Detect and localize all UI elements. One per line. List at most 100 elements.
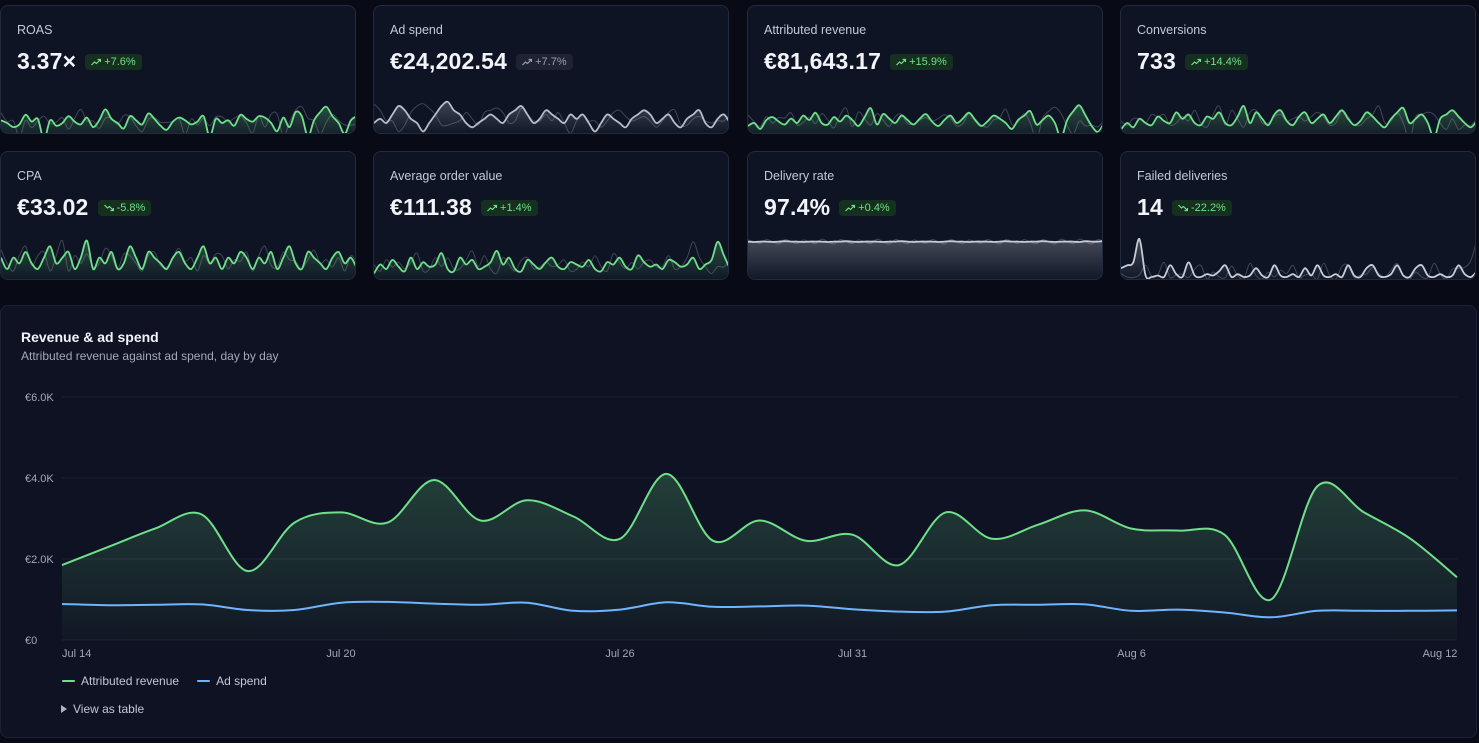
revenue-data-point — [617, 536, 623, 542]
revenue-data-point — [338, 509, 344, 515]
kpi-change-badge: +7.7% — [516, 53, 573, 70]
revenue-ad-spend-chart[interactable]: €0 €2.0K €4.0K €6.0K Jul 14 Jul 20 Jul 26 Jul 3… — [1, 306, 1478, 666]
ad-spend-data-point — [152, 602, 158, 608]
x-tick-label: Jul 26 — [605, 648, 634, 660]
sparkline-line — [374, 100, 728, 133]
revenue-data-point — [571, 513, 577, 519]
ad-spend-data-point — [1082, 601, 1088, 607]
y-tick-label: €0 — [25, 635, 37, 647]
kpi-sparkline — [374, 240, 728, 279]
kpi-value: 97.4% — [764, 194, 831, 220]
kpi-card-roas[interactable]: ROAS 3.37× +7.6% — [0, 5, 356, 134]
trend-up-icon — [1191, 58, 1201, 65]
y-tick-label: €4.0K — [25, 473, 54, 485]
kpi-label: ROAS — [17, 23, 53, 37]
revenue-data-point — [1036, 522, 1042, 528]
ad-spend-data-point — [106, 602, 112, 608]
ad-spend-data-point — [803, 603, 809, 609]
revenue-data-point — [431, 477, 437, 483]
kpi-value: 3.37× — [17, 48, 77, 74]
revenue-data-point — [664, 471, 670, 477]
kpi-card-conversions[interactable]: Conversions 733 +14.4% — [1120, 5, 1476, 134]
chart-legend: Attributed revenue Ad spend — [62, 674, 267, 688]
trend-up-icon — [845, 204, 856, 211]
ad-spend-data-point — [199, 601, 205, 607]
ad-spend-data-point — [1268, 614, 1274, 620]
legend-label-revenue: Attributed revenue — [81, 674, 180, 688]
legend-swatch-ad-spend — [197, 680, 211, 682]
sparkline-line — [748, 104, 1102, 133]
kpi-card-ad-spend[interactable]: Ad spend €24,202.54 +7.7% — [373, 5, 729, 134]
ad-spend-data-point — [385, 599, 391, 605]
revenue-data-point — [1268, 597, 1274, 603]
kpi-sparkline — [748, 104, 1102, 133]
kpi-change-value: +14.4% — [1203, 55, 1242, 68]
sparkline-previous-period — [1, 239, 355, 272]
ad-spend-data-point — [1315, 608, 1321, 614]
kpi-sparkline — [1, 239, 355, 279]
revenue-data-point — [385, 520, 391, 526]
legend-item-revenue[interactable]: Attributed revenue — [62, 674, 179, 688]
kpi-label: CPA — [17, 169, 42, 183]
view-as-table-toggle[interactable]: View as table — [61, 702, 144, 716]
sparkline-line — [1121, 238, 1475, 279]
sparkline-area — [374, 101, 728, 133]
x-tick-label: Jul 20 — [326, 648, 355, 660]
trend-down-icon — [1178, 204, 1188, 211]
kpi-card-cpa[interactable]: CPA €33.02 -5.8% — [0, 151, 356, 280]
legend-item-ad-spend[interactable]: Ad spend — [197, 674, 267, 688]
view-as-table-label: View as table — [73, 702, 145, 716]
sparkline-area — [748, 105, 1102, 133]
kpi-value: €33.02 — [17, 194, 89, 220]
revenue-data-point — [803, 538, 809, 544]
kpi-value-row: 14 -22.2% — [1137, 194, 1232, 221]
ad-spend-data-point — [943, 609, 949, 615]
kpi-label: Failed deliveries — [1137, 169, 1228, 183]
ad-spend-data-point — [1175, 607, 1181, 613]
ad-spend-data-point — [478, 602, 484, 608]
kpi-sparkline — [1121, 238, 1475, 279]
revenue-data-point — [943, 509, 949, 515]
kpi-card-delivery-rate[interactable]: Delivery rate 97.4% +0.4% — [747, 151, 1103, 280]
ad-spend-data-point — [524, 600, 530, 606]
revenue-data-point — [59, 562, 65, 568]
ad-spend-data-point — [664, 599, 670, 605]
series-line-attributed-revenue — [61, 472, 1458, 602]
kpi-card-average-order-value[interactable]: Average order value €111.38 +1.4% — [373, 151, 729, 280]
ad-spend-data-point — [617, 607, 623, 613]
sparkline-area — [748, 241, 1102, 279]
kpi-value: €81,643.17 — [764, 48, 882, 74]
revenue-data-point — [524, 497, 530, 503]
revenue-data-point — [1315, 483, 1321, 489]
kpi-sparkline — [1, 105, 355, 133]
sparkline-area — [374, 241, 728, 279]
kpi-value: €111.38 — [390, 194, 473, 220]
kpi-change-value: +0.4% — [858, 201, 890, 214]
kpi-card-attributed-revenue[interactable]: Attributed revenue €81,643.17 +15.9% — [747, 5, 1103, 134]
ad-spend-data-point — [431, 601, 437, 607]
revenue-data-point — [152, 526, 158, 532]
revenue-data-point — [478, 518, 484, 524]
y-tick-label: €2.0K — [25, 554, 54, 566]
kpi-card-failed-deliveries[interactable]: Failed deliveries 14 -22.2% — [1120, 151, 1476, 280]
revenue-data-point — [850, 532, 856, 538]
kpi-value-row: €111.38 +1.4% — [390, 194, 538, 221]
ad-spend-data-point — [896, 609, 902, 615]
kpi-value: 733 — [1137, 48, 1176, 74]
revenue-data-point — [1129, 526, 1135, 532]
sparkline-line — [748, 240, 1102, 243]
kpi-change-value: +15.9% — [909, 55, 947, 68]
kpi-change-value: +7.7% — [535, 55, 567, 68]
chart-title: Revenue & ad spend — [21, 329, 159, 345]
ad-spend-data-point — [338, 600, 344, 606]
kpi-change-badge: -22.2% — [1171, 199, 1232, 216]
revenue-data-point — [1408, 536, 1414, 542]
kpi-change-badge: +1.4% — [481, 199, 538, 216]
kpi-change-badge: +14.4% — [1184, 53, 1248, 70]
kpi-label: Conversions — [1137, 23, 1207, 37]
revenue-data-point — [1175, 528, 1181, 534]
revenue-data-point — [757, 518, 763, 524]
kpi-value-row: 3.37× +7.6% — [17, 48, 142, 75]
ad-spend-data-point — [1129, 608, 1135, 614]
ad-spend-data-point — [850, 606, 856, 612]
